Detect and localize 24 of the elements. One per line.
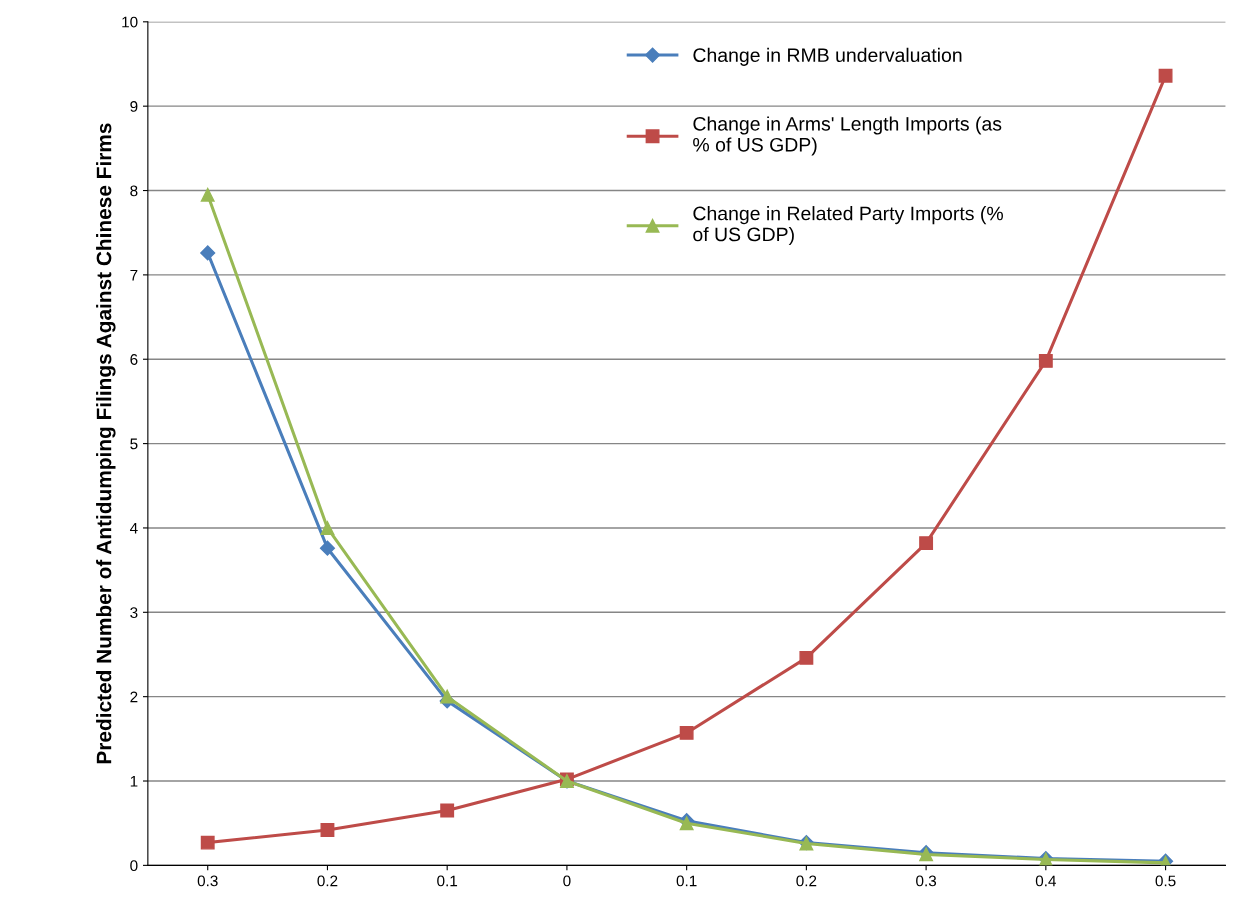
- y-tick-label: 10: [122, 16, 138, 28]
- y-axis-title: Predicted Number of Antidumping Filings Against Chinese Firms: [96, 123, 116, 764]
- x-tick-label: 0.3: [916, 875, 937, 887]
- y-tick-label: 0: [130, 860, 138, 872]
- x-tick-label: 0.1: [437, 875, 458, 887]
- y-tick-label: 6: [130, 354, 138, 365]
- y-tick-label: 2: [130, 691, 138, 703]
- y-tick-label: 4: [129, 522, 138, 534]
- y-tick-label: 7: [130, 269, 138, 281]
- x-tick-label: 0.4: [1035, 875, 1057, 887]
- x-tick-label: 0.1: [676, 875, 697, 887]
- y-tick-label: 8: [130, 185, 138, 197]
- x-tick-label: 0.3: [197, 875, 218, 887]
- x-tick-label: 0.2: [796, 875, 817, 887]
- x-tick-label: 0.2: [317, 875, 338, 887]
- y-tick-label: 9: [130, 101, 138, 112]
- legend-label: Change in Related Party Imports (% of US GDP): [693, 206, 1003, 246]
- legend-label: Change in Arms' Length Imports (as % of US GDP): [693, 116, 1002, 156]
- y-tick-label: 1: [130, 776, 138, 787]
- x-tick-label: 0.5: [1155, 875, 1176, 887]
- legend-label: Change in RMB undervaluation: [693, 47, 962, 66]
- y-tick-label: 3: [130, 607, 138, 618]
- x-tick-label: 0: [563, 875, 571, 887]
- y-tick-label: 5: [130, 438, 138, 450]
